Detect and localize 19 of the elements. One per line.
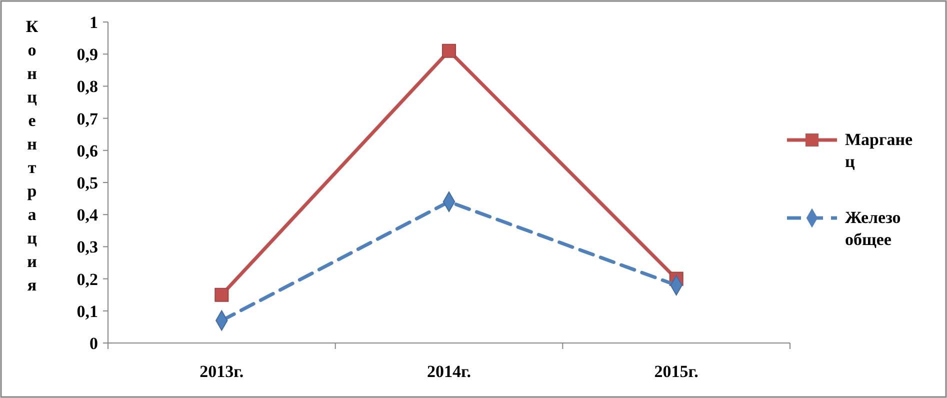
- y-tick-label: 0,6: [76, 141, 98, 160]
- y-tick-label: 0,9: [76, 45, 98, 64]
- y-tick-label: 0,4: [76, 206, 98, 225]
- y-tick-label: 0,3: [76, 238, 98, 257]
- legend-label: Марганец: [845, 130, 914, 171]
- y-tick-label: 1: [90, 13, 98, 32]
- text: Концентрация: [26, 17, 38, 294]
- y-tick-label: 0,8: [76, 77, 98, 96]
- y-tick-label: 0,7: [76, 109, 98, 128]
- y-tick-label: 0,1: [76, 302, 98, 321]
- y-tick-label: 0,5: [76, 174, 98, 192]
- point: [442, 44, 456, 58]
- point: [214, 288, 229, 302]
- legend-label: Железо общее: [845, 208, 901, 249]
- y-tick-label: 0,2: [76, 270, 98, 289]
- y-tick-label: 0: [90, 334, 98, 353]
- x-tick-label: 2014г.: [426, 362, 472, 381]
- x-tick-label: 2015г.: [654, 362, 698, 381]
- x-tick-label: 2013г.: [200, 362, 244, 381]
